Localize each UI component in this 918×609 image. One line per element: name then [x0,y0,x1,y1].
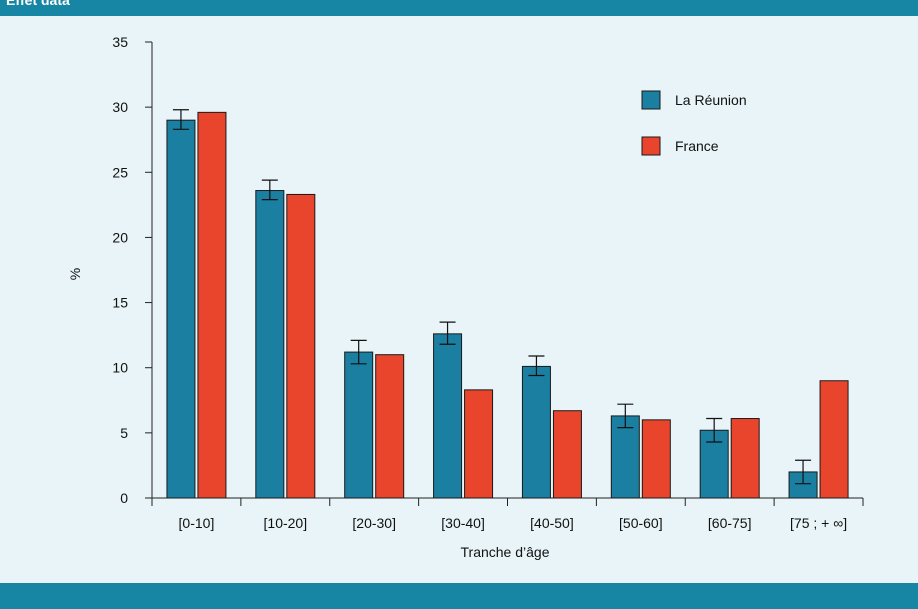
y-tick-label: 25 [112,164,128,180]
bar-reunion [610,415,640,499]
bar-france [375,354,405,499]
bar-france [552,410,582,499]
y-tick-label: 30 [112,99,128,115]
footer-band [0,583,918,609]
bar-france [464,389,494,499]
y-axis-ticks: 0 5 10 15 20 25 30 35 [112,34,152,506]
bar-reunion [166,119,196,499]
y-tick-label: 15 [112,295,128,311]
x-tick-label: [60-75] [708,515,752,531]
x-tick-label: [0-10] [179,515,215,531]
y-tick-label: 0 [120,490,128,506]
x-tick-label: [75 ; + ∞] [790,515,847,531]
bar-france [286,193,316,499]
bar-france [730,418,760,499]
x-tick-label: [50-60] [619,515,663,531]
x-axis-ticks: [0-10] [10-20] [20-30] [30-40] [40-50] [50-60… [151,498,864,531]
x-tick-label: [20-30] [352,515,396,531]
legend-label-reunion: La Réunion [675,92,747,108]
x-tick-label: [10-20] [264,515,308,531]
bar-reunion [521,365,551,499]
x-tick-label: [30-40] [441,515,485,531]
bar-reunion [255,190,285,499]
y-tick-label: 20 [112,229,128,245]
y-tick-label: 35 [112,34,128,50]
x-axis-label: Tranche d’âge [461,544,550,560]
legend-swatch-reunion [641,90,661,110]
bars-layer [166,111,849,499]
legend-label-france: France [675,138,719,154]
legend-swatch-france [641,136,661,156]
x-tick-label: [40-50] [530,515,574,531]
bar-reunion [433,333,463,499]
bar-france [641,419,671,499]
bar-france [819,380,849,499]
header-caption: Effet data [6,0,70,8]
legend: La Réunion France [641,90,747,156]
header-band: Effet data [0,0,918,16]
bar-reunion [344,351,374,499]
y-tick-label: 5 [120,425,128,441]
y-tick-label: 10 [112,360,128,376]
error-bars-layer [172,109,812,485]
bar-france [197,111,227,499]
y-axis-label: % [67,268,83,280]
